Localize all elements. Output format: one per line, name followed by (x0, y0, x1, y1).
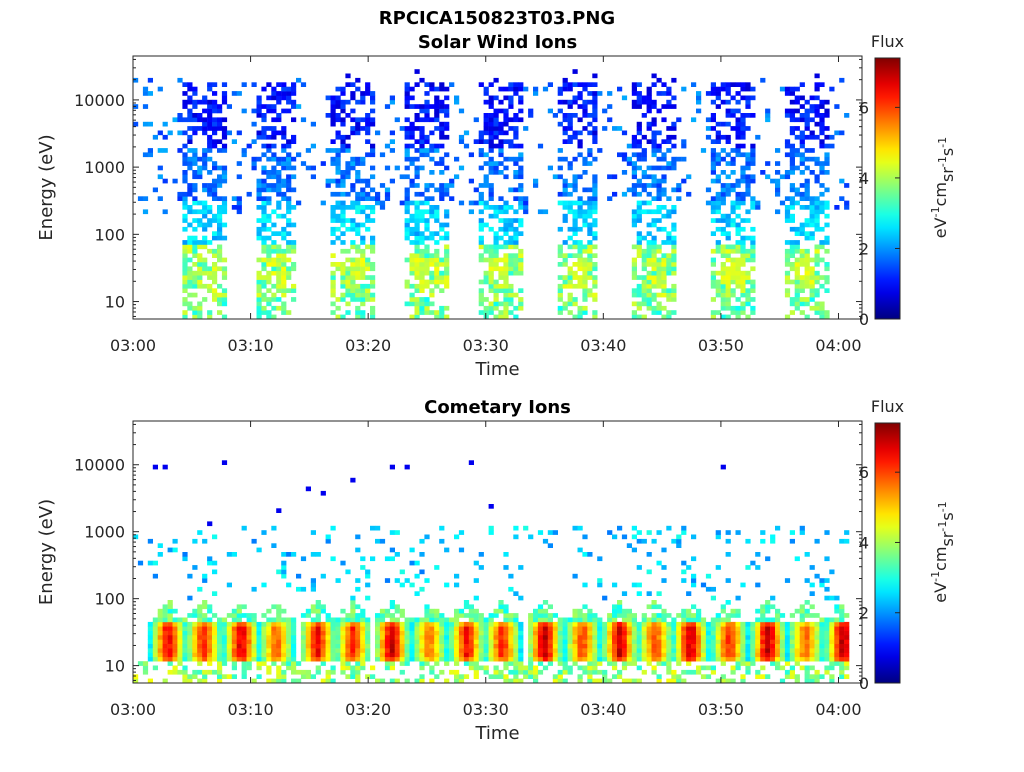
x-tick-label: 03:30 (463, 700, 509, 719)
y-axis-label: Energy (eV) (36, 134, 57, 240)
y-tick-label: 1000 (84, 523, 125, 542)
x-tick-label: 03:50 (698, 336, 744, 355)
x-tick-label: 04:00 (815, 700, 861, 719)
colorbar: Flux 0 2 4 6 eV-1cmsr-1s-1 (859, 32, 957, 329)
x-tick-label: 03:50 (698, 700, 744, 719)
x-tick-label: 03:10 (228, 336, 274, 355)
colorbar-tick-label: 4 (859, 169, 869, 188)
figure-title: RPCICA150823T03.PNG (379, 8, 615, 29)
colorbar-label: eV-1cmsr-1s-1 (929, 137, 957, 238)
colorbar-tick-label: 6 (859, 98, 869, 117)
y-tick-label: 10 (105, 293, 125, 312)
colorbar: Flux 0 2 4 6 eV-1cmsr-1s-1 (859, 397, 957, 693)
y-axis-label: Energy (eV) (36, 499, 57, 605)
colorbar-tick-label: 4 (859, 533, 869, 552)
plot-frame (132, 55, 863, 320)
x-tick-label: 03:00 (110, 336, 156, 355)
colorbar-tick-label: 0 (859, 674, 869, 693)
panel-solar-wind: Solar Wind Ions 10 100 1000 10000 03:00 03:10 0… (36, 32, 957, 380)
y-tick-label: 10 (105, 657, 125, 676)
y-tick-label: 100 (94, 225, 125, 244)
x-axis-label: Time (474, 359, 519, 380)
colorbar-title: Flux (871, 397, 904, 416)
x-tick-label: 03:30 (463, 336, 509, 355)
y-tick-label: 100 (94, 590, 125, 609)
colorbar-scale (874, 57, 901, 320)
colorbar-scale (874, 422, 901, 684)
y-tick-label: 1000 (84, 158, 125, 177)
panel-title: Solar Wind Ions (418, 32, 577, 53)
panel-cometary: Cometary Ions 10 100 1000 10000 03:00 03:10 03:… (36, 397, 957, 744)
x-tick-label: 03:10 (228, 700, 274, 719)
x-tick-label: 03:00 (110, 700, 156, 719)
colorbar-tick-label: 2 (859, 239, 869, 258)
colorbar-tick-label: 0 (859, 310, 869, 329)
colorbar-tick-label: 2 (859, 604, 869, 623)
y-tick-label: 10000 (74, 456, 125, 475)
x-axis-label: Time (474, 723, 519, 744)
colorbar-title: Flux (871, 32, 904, 51)
panel-title: Cometary Ions (424, 397, 571, 418)
x-tick-label: 03:40 (580, 700, 626, 719)
colorbar-tick-label: 6 (859, 463, 869, 482)
spectrogram-cells (133, 460, 850, 683)
x-tick-label: 03:40 (580, 336, 626, 355)
colorbar-label: eV-1cmsr-1s-1 (929, 501, 957, 602)
x-tick-label: 03:20 (345, 336, 391, 355)
y-tick-label: 10000 (74, 91, 125, 110)
x-tick-label: 03:20 (345, 700, 391, 719)
x-tick-label: 04:00 (815, 336, 861, 355)
spectrogram-cells (133, 69, 850, 319)
